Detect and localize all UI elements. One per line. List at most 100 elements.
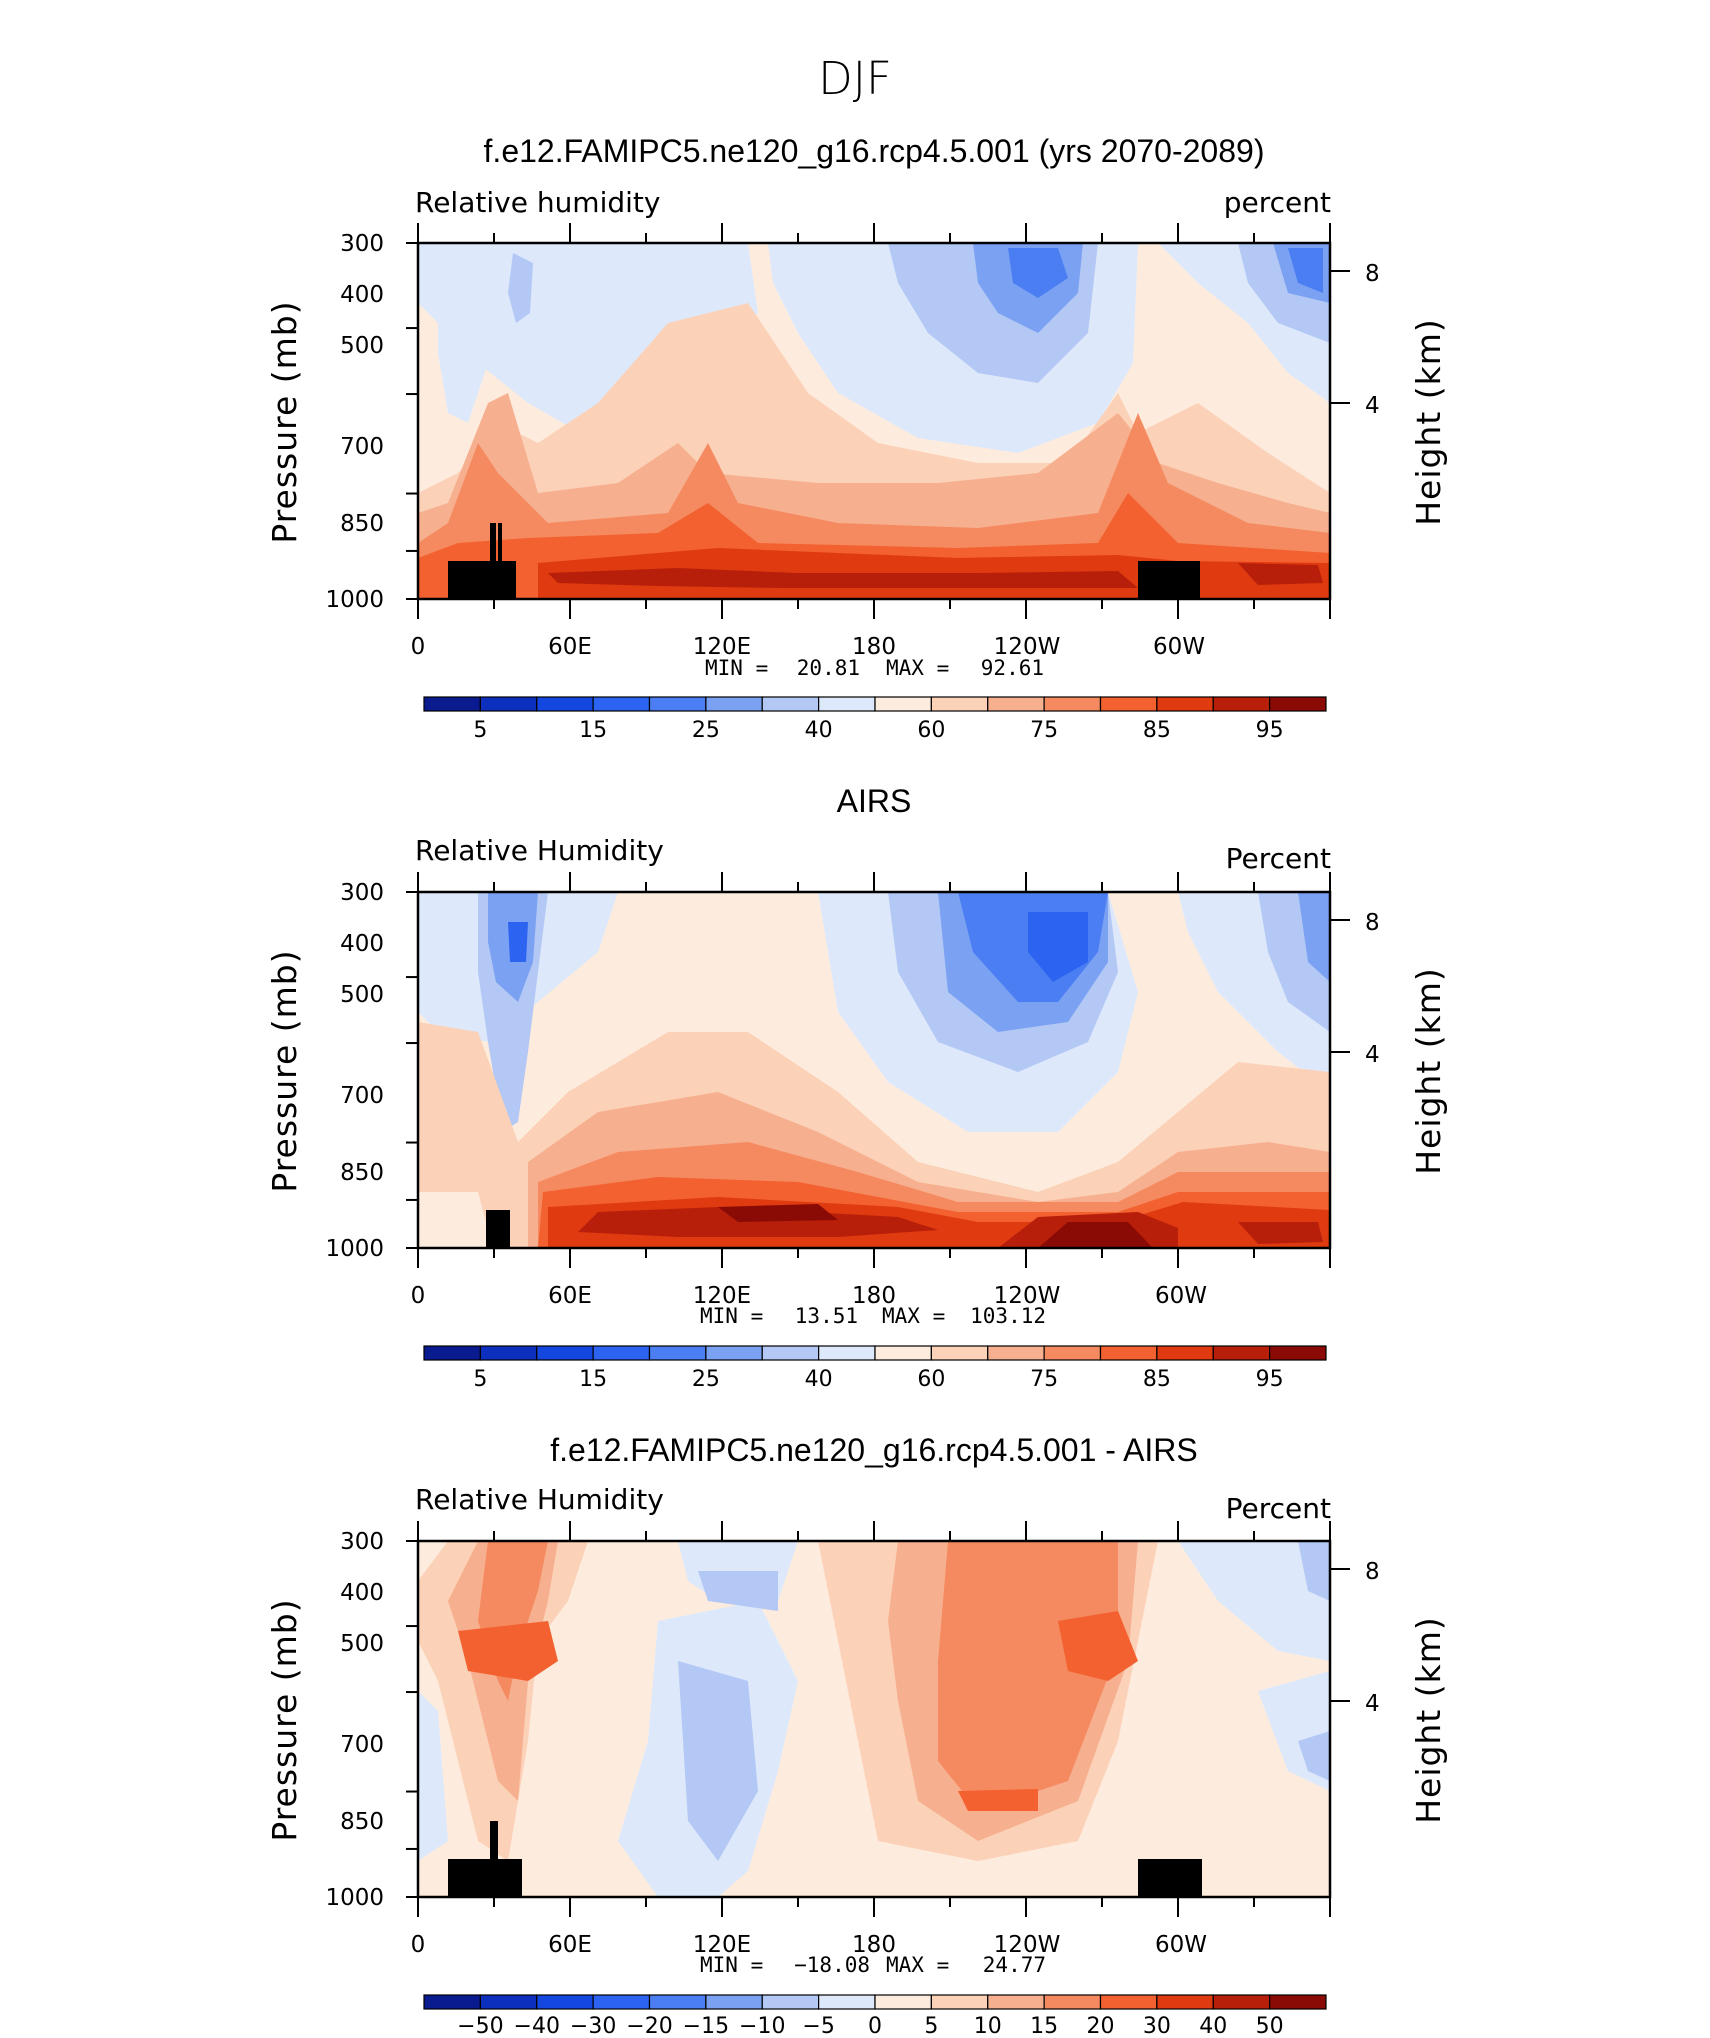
x-tick-label: 0 xyxy=(411,1932,426,1958)
colorbar-label: 15 xyxy=(579,1367,607,1392)
panel-title: AIRS xyxy=(837,783,912,819)
colorbar-swatch xyxy=(930,696,989,712)
min-value: −18.08 xyxy=(794,1953,870,1977)
x-tick-label: 180 xyxy=(852,1932,896,1958)
colorbar-swatch xyxy=(479,696,538,712)
x-tick-label: 180 xyxy=(852,634,896,660)
colorbar-swatch xyxy=(536,1994,594,2010)
colorbar-label: 25 xyxy=(692,718,720,743)
colorbar-label: −50 xyxy=(457,2014,503,2038)
colorbar-label: 30 xyxy=(1143,2014,1171,2038)
contour-region xyxy=(438,243,513,423)
terrain-mask xyxy=(1138,561,1200,599)
colorbar-label: −10 xyxy=(739,2014,785,2038)
plot-area xyxy=(406,872,1350,1268)
colorbar-swatch xyxy=(536,696,594,712)
colorbar-swatch xyxy=(648,1345,707,1361)
colorbar-swatch xyxy=(874,696,932,712)
panel-airs: AIRS Relative Humidity Percent 300 400 5… xyxy=(265,783,1448,1392)
terrain-mask xyxy=(448,561,516,599)
min-value: 13.51 xyxy=(795,1304,858,1328)
x-tick-label: 60E xyxy=(548,1283,592,1309)
contour-region xyxy=(1178,1541,1330,1661)
colorbar-label: 15 xyxy=(579,718,607,743)
y-tick-label: 700 xyxy=(340,1732,384,1758)
colorbar-swatch xyxy=(761,696,820,712)
y2-axis-label: Height (km) xyxy=(1409,967,1448,1175)
colorbar-label: 20 xyxy=(1087,2014,1115,2038)
max-value: 24.77 xyxy=(983,1953,1046,1977)
x-tick-labels: 0 60E 120E 180 120W 60W xyxy=(411,634,1205,660)
colorbar-label: 10 xyxy=(974,2014,1002,2038)
colorbar-label: −5 xyxy=(802,2014,834,2038)
terrain-mask xyxy=(1138,1859,1202,1897)
y-axis-label: Pressure (mb) xyxy=(265,1598,304,1841)
y2-axis-label: Height (km) xyxy=(1409,318,1448,526)
colorbar-swatch xyxy=(761,1994,820,2010)
contour-region xyxy=(698,1571,778,1611)
x-tick-labels: 0 60E 120E 180 120W 60W xyxy=(411,1932,1207,1958)
max-value: 103.12 xyxy=(970,1304,1046,1328)
y-tick-label: 850 xyxy=(340,1809,384,1835)
colorbar-swatch xyxy=(479,1345,538,1361)
max-value: 92.61 xyxy=(981,656,1044,680)
max-label: MAX = xyxy=(886,656,949,680)
y2-tick-labels: 8 4 xyxy=(1365,261,1380,419)
y2-tick-label: 8 xyxy=(1365,910,1380,936)
y-tick-label: 850 xyxy=(340,1160,384,1186)
colorbar-swatch xyxy=(592,696,651,712)
y-tick-label: 700 xyxy=(340,434,384,460)
variable-label: Relative Humidity xyxy=(415,834,664,867)
contour-region xyxy=(1288,248,1323,293)
min-label: MIN = xyxy=(705,656,768,680)
max-label: MAX = xyxy=(882,1304,945,1328)
units-label: Percent xyxy=(1226,1492,1331,1525)
colorbar-label: 40 xyxy=(805,1367,833,1392)
colorbar-label: 75 xyxy=(1030,718,1058,743)
colorbar-label: 75 xyxy=(1030,1367,1058,1392)
x-tick-label: 120W xyxy=(994,634,1061,660)
x-tick-label: 60W xyxy=(1155,1283,1207,1309)
contour-region xyxy=(508,922,528,962)
min-value: 20.81 xyxy=(797,656,860,680)
colorbar-swatch xyxy=(987,696,1045,712)
colorbar-swatch xyxy=(705,696,763,712)
colorbar: 5 15 25 40 60 75 85 95 xyxy=(423,696,1327,743)
y2-tick-label: 4 xyxy=(1365,393,1380,419)
contour-region xyxy=(678,1661,758,1861)
contour-region xyxy=(1298,1731,1330,1781)
min-label: MIN = xyxy=(700,1953,763,1977)
contour-region xyxy=(718,1204,838,1222)
colorbar: 5 15 25 40 60 75 85 95 xyxy=(423,1345,1327,1392)
panel-title: f.e12.FAMIPC5.ne120_g16.rcp4.5.001 - AIR… xyxy=(550,1432,1198,1468)
colorbar-swatch xyxy=(423,696,481,712)
y-tick-label: 1000 xyxy=(325,587,384,613)
terrain-mask xyxy=(486,1210,510,1248)
x-tick-labels: 0 60E 120E 180 120W 60W xyxy=(411,1283,1207,1309)
colorbar-label: 95 xyxy=(1256,718,1284,743)
colorbar-swatch xyxy=(987,1345,1045,1361)
colorbar-swatch xyxy=(592,1994,651,2010)
variable-label: Relative Humidity xyxy=(415,1483,664,1516)
y-tick-label: 500 xyxy=(340,1631,384,1657)
colorbar-swatch xyxy=(874,1345,932,1361)
colorbar-swatch xyxy=(930,1345,989,1361)
contour-region xyxy=(1058,1611,1138,1681)
colorbar-label: 50 xyxy=(1256,2014,1284,2038)
y-tick-label: 850 xyxy=(340,511,384,537)
terrain-mask xyxy=(448,1859,522,1897)
y-tick-label: 500 xyxy=(340,333,384,359)
colorbar: −50 −40 −30 −20 −15 −10 −5 0 5 10 15 20 30 40 50 xyxy=(423,1994,1327,2038)
colorbar-label: 0 xyxy=(868,2014,882,2038)
x-tick-label: 180 xyxy=(852,1283,896,1309)
colorbar-swatch xyxy=(1156,696,1214,712)
y-tick-labels: 300 400 500 700 850 1000 xyxy=(325,231,384,613)
colorbar-swatch xyxy=(1269,696,1327,712)
y-tick-label: 400 xyxy=(340,1580,384,1606)
x-tick-label: 60W xyxy=(1153,634,1205,660)
y-tick-labels: 300 400 500 700 850 1000 xyxy=(325,880,384,1262)
colorbar-label: 85 xyxy=(1143,718,1171,743)
colorbar-label: 40 xyxy=(1199,2014,1227,2038)
colorbar-swatch xyxy=(818,1994,876,2010)
